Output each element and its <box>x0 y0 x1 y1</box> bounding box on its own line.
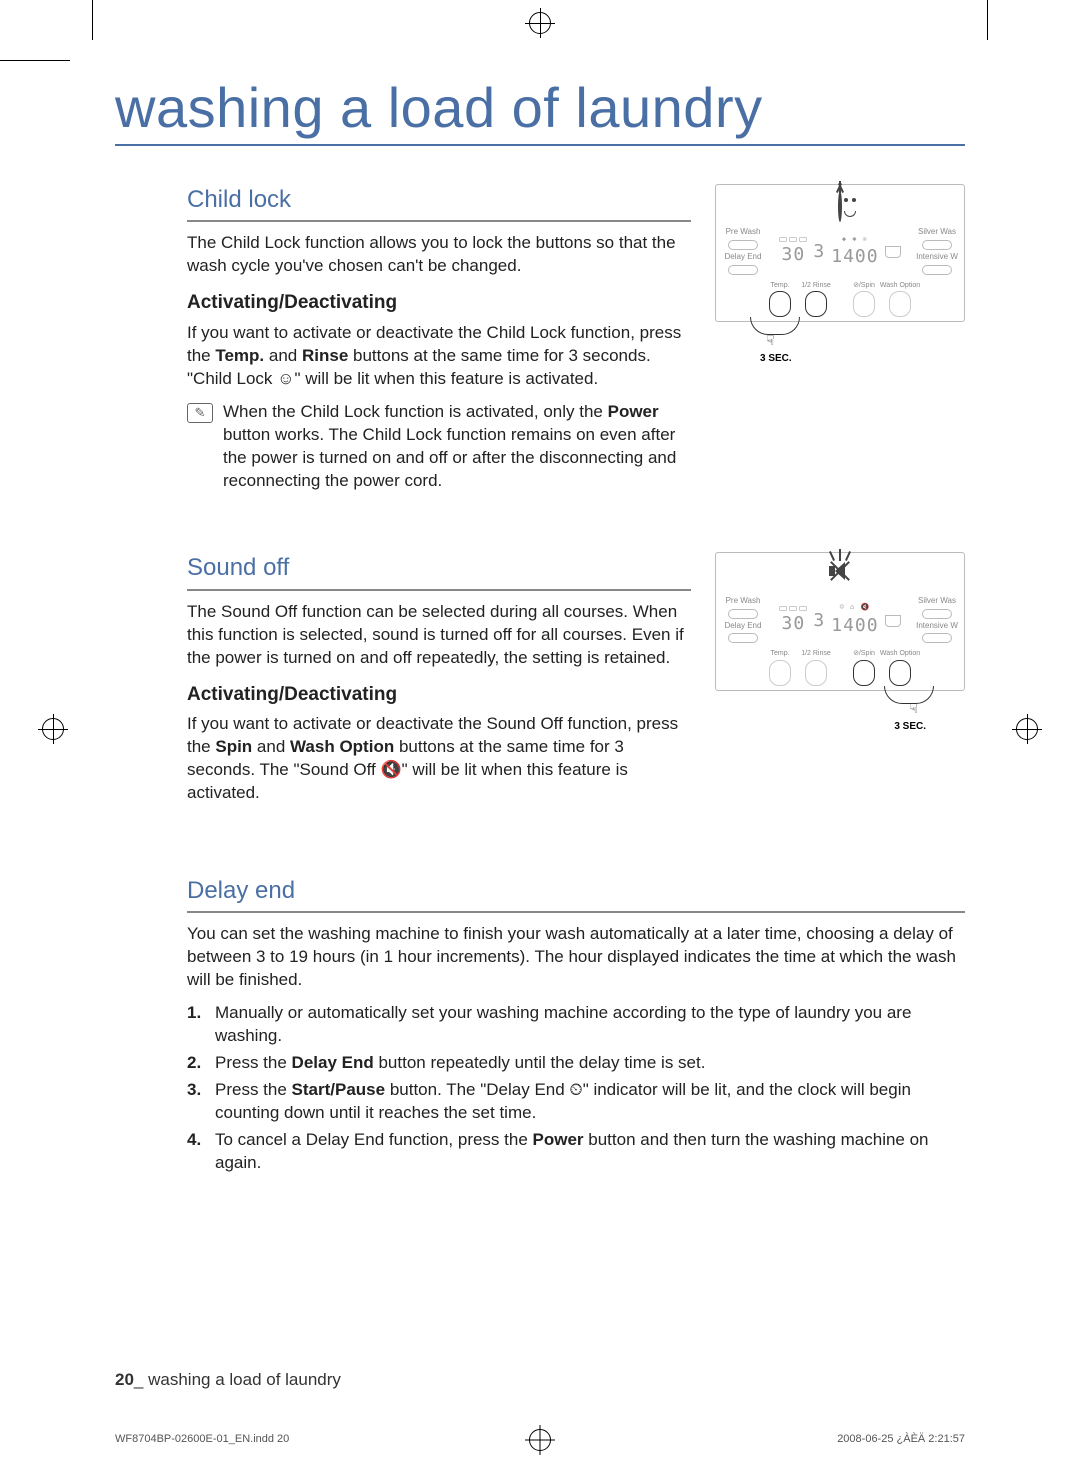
child-lock-heading: Child lock <box>187 184 691 222</box>
silverwash-label: Silver Was <box>916 227 958 238</box>
rinse-label: Rinse <box>302 346 348 365</box>
power-label: Power <box>533 1130 584 1149</box>
control-panel-childlock-figure: Pre Wash Delay End 30 3 ◆ ✱ ❊1400 <box>715 184 965 322</box>
power-label: Power <box>608 402 659 421</box>
temp-btn-label: Temp. <box>770 281 789 290</box>
page-number: 20 <box>115 1370 134 1389</box>
registration-mark-top <box>529 12 551 34</box>
intensive-label: Intensive W <box>916 252 958 263</box>
registration-mark-bottom <box>529 1429 551 1451</box>
registration-mark-right <box>1016 718 1038 740</box>
content-body: Child lock The Child Lock function allow… <box>115 184 965 1175</box>
crop-line <box>0 60 70 61</box>
start-pause-label: Start/Pause <box>292 1080 386 1099</box>
temp-label: Temp. <box>215 346 264 365</box>
delayend-label: Delay End <box>722 252 764 263</box>
text: button works. The Child Lock function re… <box>223 425 676 490</box>
spin-btn-label: ⊘/Spin <box>853 649 875 658</box>
digits: 30 <box>782 612 806 636</box>
washopt-btn-label: Wash Option <box>880 281 920 290</box>
digits: 1400 <box>831 614 878 638</box>
sound-off-intro: The Sound Off function can be selected d… <box>187 601 687 670</box>
text: button repeatedly until the delay time i… <box>374 1053 706 1072</box>
press-hand-icon: ☟ <box>909 699 918 718</box>
section-sound-off: Sound off The Sound Off function can be … <box>187 552 965 815</box>
registration-mark-left <box>42 718 64 740</box>
delay-end-label: Delay End <box>292 1053 374 1072</box>
text: Manually or automatically set your washi… <box>215 1003 911 1045</box>
rinse-btn-label: 1/2 Rinse <box>801 649 831 658</box>
control-panel-soundoff-figure: Pre Wash Delay End 30 3 ☺ ⌂ 🔇1400 <box>715 552 965 690</box>
text: Press the <box>215 1053 292 1072</box>
text: When the Child Lock function is activate… <box>223 402 608 421</box>
crop-line <box>987 0 988 40</box>
note-icon: ✎ <box>187 403 213 423</box>
digits: 30 <box>782 243 806 267</box>
text: To cancel a Delay End function, press th… <box>215 1130 533 1149</box>
child-lock-intro: The Child Lock function allows you to lo… <box>187 232 687 278</box>
three-sec-label: 3 SEC. <box>760 352 792 366</box>
child-lock-face-icon <box>838 191 842 223</box>
digits: 1400 <box>831 245 878 269</box>
step-2: Press the Delay End button repeatedly un… <box>187 1052 965 1075</box>
page-title: washing a load of laundry <box>115 75 965 146</box>
text: " will be lit when this feature is activ… <box>295 369 599 388</box>
sound-off-heading: Sound off <box>187 552 691 590</box>
washopt-btn-label: Wash Option <box>880 649 920 658</box>
step-4: To cancel a Delay End function, press th… <box>187 1129 965 1175</box>
intensive-label: Intensive W <box>916 621 958 632</box>
text: Press the <box>215 1080 292 1099</box>
child-lock-note: ✎ When the Child Lock function is activa… <box>187 401 691 493</box>
digits: 3 <box>813 609 825 633</box>
delayend-label: Delay End <box>722 621 764 632</box>
text: and <box>264 346 302 365</box>
child-lock-indicator: Child Lock ☺ <box>193 369 294 388</box>
section-child-lock: Child lock The Child Lock function allow… <box>187 184 965 492</box>
child-lock-body: If you want to activate or deactivate th… <box>187 322 687 391</box>
delay-end-intro: You can set the washing machine to finis… <box>187 923 965 992</box>
rinse-btn-label: 1/2 Rinse <box>801 281 831 290</box>
digits: 3 <box>813 240 825 264</box>
step-1: Manually or automatically set your washi… <box>187 1002 965 1048</box>
delay-end-heading: Delay end <box>187 875 965 913</box>
sound-off-subheading: Activating/Deactivating <box>187 682 691 708</box>
three-sec-label: 3 SEC. <box>894 720 926 734</box>
section-delay-end: Delay end You can set the washing machin… <box>187 875 965 1175</box>
footer-title: washing a load of laundry <box>148 1370 341 1389</box>
prewash-label: Pre Wash <box>722 227 764 238</box>
spin-label: Spin <box>215 737 252 756</box>
child-lock-subheading: Activating/Deactivating <box>187 290 691 316</box>
spin-btn-label: ⊘/Spin <box>853 281 875 290</box>
prewash-label: Pre Wash <box>722 596 764 607</box>
temp-btn-label: Temp. <box>770 649 789 658</box>
page-content: washing a load of laundry Child lock The… <box>115 75 965 1408</box>
step-3: Press the Start/Pause button. The "Delay… <box>187 1079 965 1125</box>
delay-end-steps: Manually or automatically set your washi… <box>187 1002 965 1175</box>
crop-line <box>92 0 93 40</box>
silverwash-label: Silver Was <box>916 596 958 607</box>
press-hand-icon: ☟ <box>766 331 775 350</box>
note-text: When the Child Lock function is activate… <box>223 401 691 493</box>
sound-off-body: If you want to activate or deactivate th… <box>187 713 687 805</box>
footer-separator: _ <box>134 1370 148 1389</box>
text: and <box>252 737 290 756</box>
sound-off-indicator: Sound Off 🔇 <box>300 760 402 779</box>
imprint-timestamp: 2008-06-25 ¿ÀÈÄ 2:21:57 <box>837 1433 965 1445</box>
imprint-filename: WF8704BP-02600E-01_EN.indd 20 <box>115 1433 289 1445</box>
page-footer: 20_ washing a load of laundry <box>115 1370 341 1390</box>
washoption-label: Wash Option <box>290 737 394 756</box>
sound-off-icon <box>829 559 851 591</box>
